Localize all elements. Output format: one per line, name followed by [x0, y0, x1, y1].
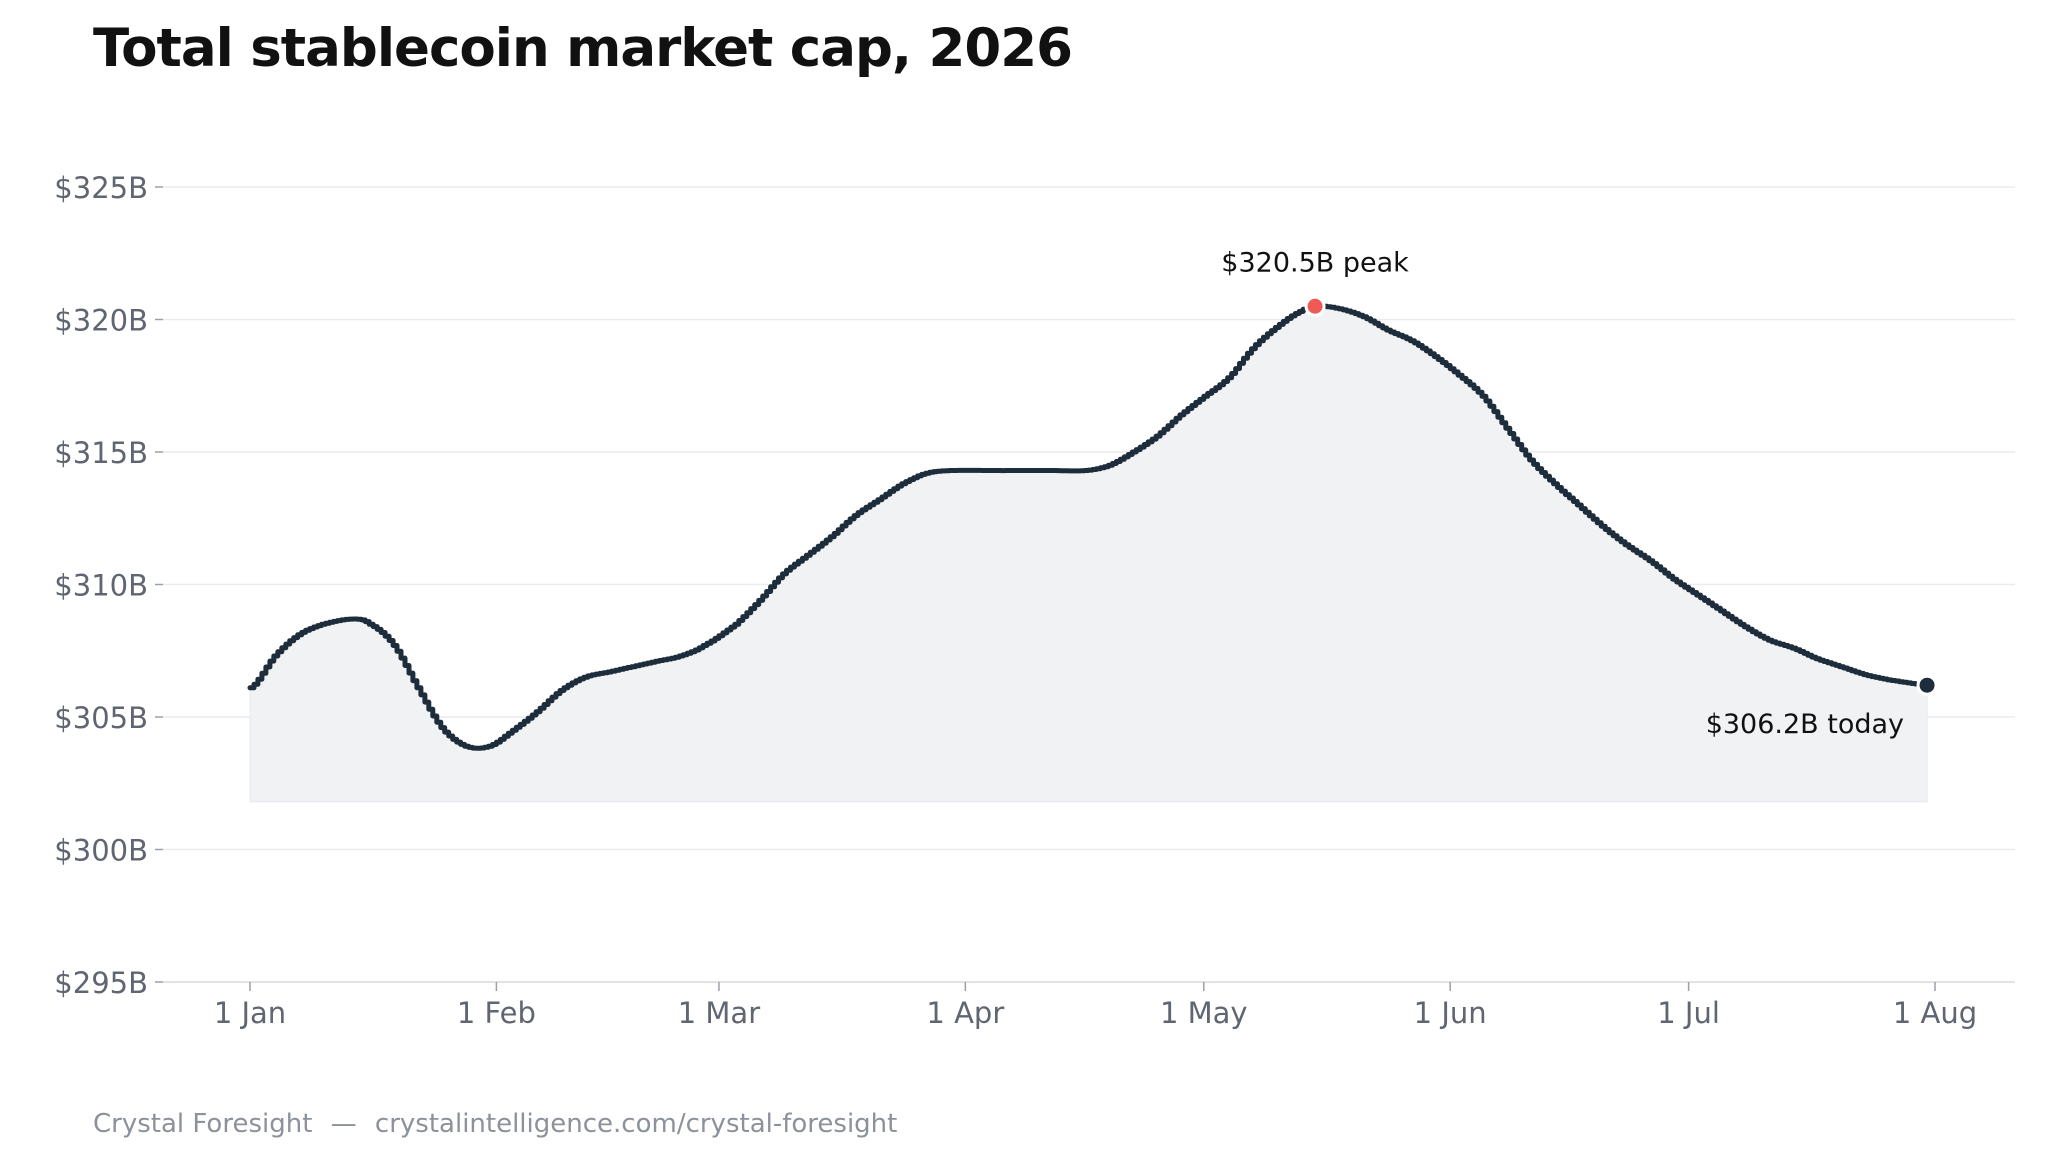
y-tick-label: $325B — [54, 171, 148, 205]
y-tick-label: $295B — [54, 966, 148, 1000]
today-label: $306.2B today — [1706, 709, 1904, 740]
x-tick-label: 1 Jun — [1414, 996, 1487, 1030]
x-tick-label: 1 Aug — [1893, 996, 1977, 1030]
y-tick-label: $315B — [54, 436, 148, 470]
y-tick-label: $300B — [54, 834, 148, 868]
footer-source: Crystal Foresight — [93, 1109, 313, 1139]
y-tick-label: $320B — [54, 304, 148, 338]
x-tick-label: 1 May — [1160, 996, 1248, 1030]
page-title: Total stablecoin market cap, 2026 — [93, 18, 1073, 79]
y-tick-label: $305B — [54, 701, 148, 735]
x-tick-label: 1 Jan — [214, 996, 286, 1030]
footer-separator: — — [330, 1109, 357, 1139]
x-tick-label: 1 Feb — [457, 996, 536, 1030]
area-layer — [249, 305, 1928, 803]
axes: $295B $300B $305B $310B $315B $320B $325B 1 Jan… — [54, 171, 2015, 1030]
peak-marker — [1304, 295, 1326, 317]
line-layer — [247, 303, 1930, 751]
y-tick-label: $310B — [54, 569, 148, 603]
series-line — [247, 303, 1930, 751]
annotations: $320.5B peak $306.2B today — [1221, 247, 1938, 740]
footer-url[interactable]: crystalintelligence.com/crystal-foresigh… — [374, 1109, 898, 1139]
footer: Crystal Foresight — crystalintelligence.… — [93, 1109, 897, 1139]
today-marker — [1916, 674, 1938, 696]
area-fill — [249, 305, 1928, 803]
x-tick-label: 1 Apr — [926, 996, 1004, 1030]
x-tick-label: 1 Jul — [1657, 996, 1720, 1030]
peak-label: $320.5B peak — [1221, 247, 1409, 278]
x-tick-label: 1 Mar — [678, 996, 760, 1030]
